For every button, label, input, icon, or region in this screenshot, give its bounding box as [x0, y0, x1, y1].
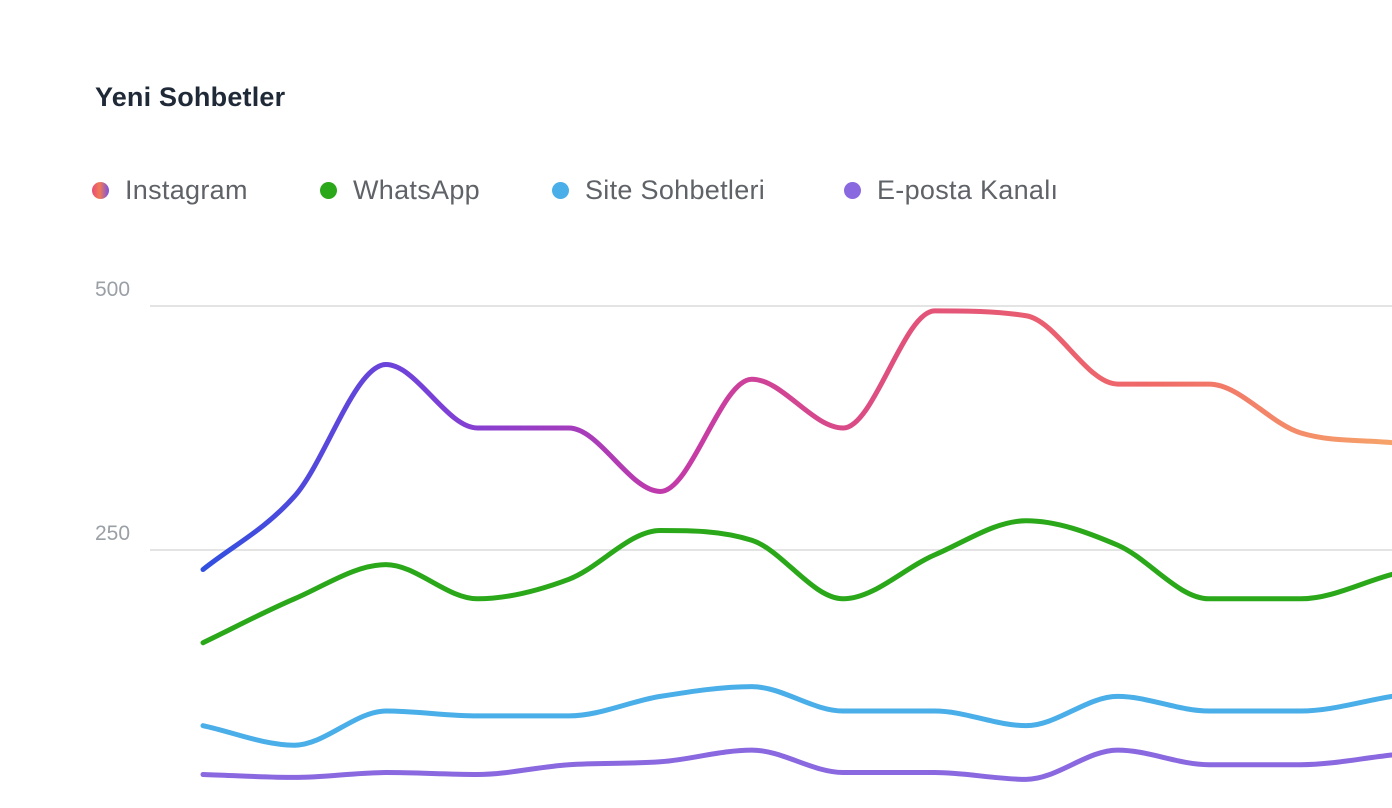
legend-item-whatsapp[interactable]: WhatsApp [320, 170, 480, 210]
series-lines [200, 308, 1392, 782]
series-line-site-sohbetleri [200, 684, 1392, 748]
legend-item-instagram[interactable]: Instagram [92, 170, 248, 210]
series-line-instagram [200, 308, 1392, 573]
y-axis-ticks: 250 500 [95, 278, 130, 545]
legend-label-e-posta-kanali: E-posta Kanalı [877, 174, 1059, 205]
series-line-e-posta-kanali [200, 747, 1392, 782]
legend-item-site-sohbetleri[interactable]: Site Sohbetleri [552, 170, 765, 210]
legend-label-site-sohbetleri: Site Sohbetleri [585, 174, 766, 205]
chart-title: Yeni Sohbetler [95, 82, 286, 112]
legend-marker-whatsapp [320, 181, 337, 199]
legend-label-whatsapp: WhatsApp [353, 174, 480, 205]
series-line-whatsapp [200, 518, 1392, 646]
legend-marker-site-sohbetleri [552, 181, 569, 199]
legend-marker-instagram [92, 181, 109, 199]
legend-item-e-posta-kanali[interactable]: E-posta Kanalı [844, 170, 1058, 210]
y-tick-label-500: 500 [95, 278, 130, 301]
y-tick-label-250: 250 [95, 522, 130, 545]
legend-label-instagram: Instagram [125, 174, 248, 205]
legend-marker-e-posta-kanali [844, 181, 861, 199]
